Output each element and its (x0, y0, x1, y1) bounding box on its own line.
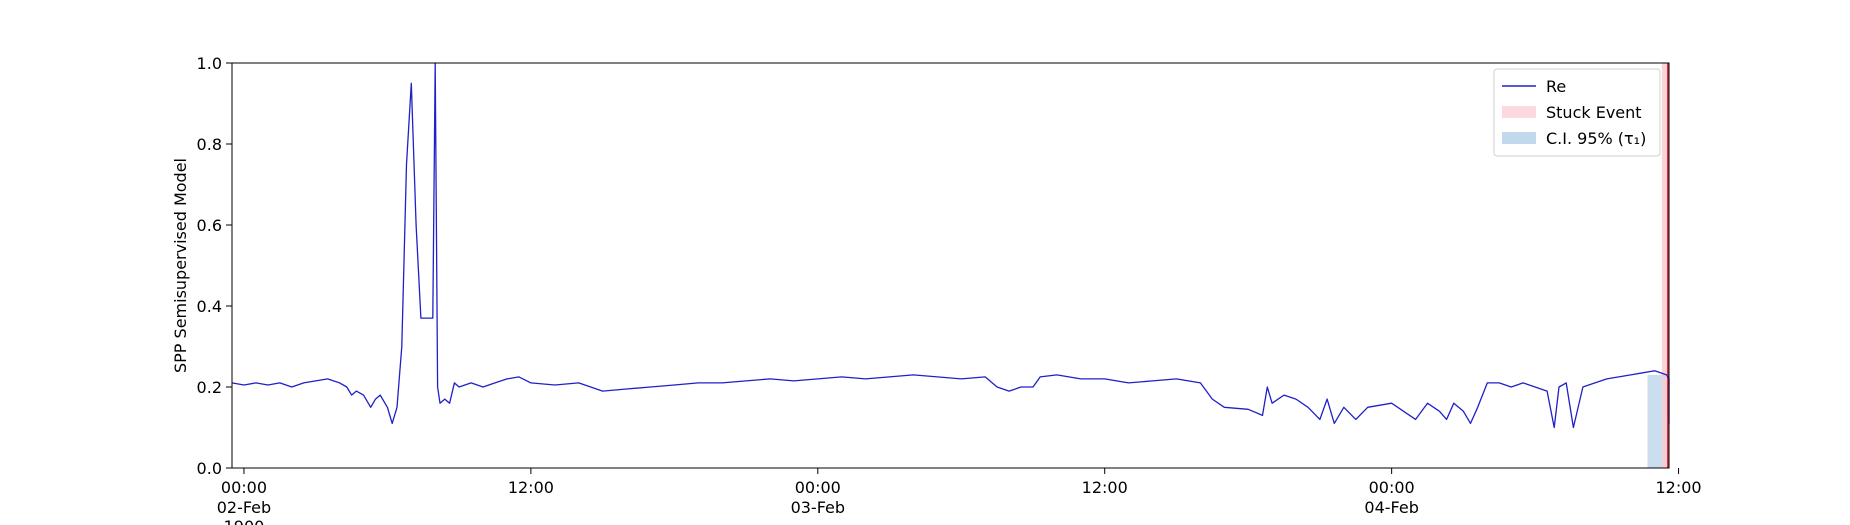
x-tick-label: 12:00 (508, 478, 554, 497)
y-axis-label: SPP Semisupervised Model (171, 158, 190, 373)
legend-swatch-patch (1502, 132, 1536, 144)
x-tick-date-label: 03-Feb (791, 498, 845, 517)
x-tick-date-label: 02-Feb (217, 498, 271, 517)
x-tick-label: 00:00 (795, 478, 841, 497)
x-tick-label: 12:00 (1082, 478, 1128, 497)
plot-frame (231, 62, 1670, 469)
series-line-0 (231, 62, 1670, 429)
y-tick-label: 0.4 (197, 297, 222, 316)
x-tick-date-label: 04-Feb (1364, 498, 1418, 517)
x-tick-label: 12:00 (1656, 478, 1702, 497)
legend-label: C.I. 95% (τ₁) (1546, 129, 1646, 148)
legend-label: Stuck Event (1546, 103, 1642, 122)
legend-swatch-patch (1502, 106, 1536, 118)
y-tick-label: 0.8 (197, 135, 222, 154)
y-axis: 0.0 0.2 0.4 0.6 0.8 1.0 (197, 54, 232, 478)
y-tick-label: 0.0 (197, 459, 222, 478)
stuck-event-band (1661, 63, 1669, 468)
x-tick-year-label: 1900 (224, 517, 265, 525)
series-layer (231, 62, 1670, 429)
legend: Re Stuck Event C.I. 95% (τ₁) (1493, 68, 1661, 157)
y-tick-label: 0.6 (197, 216, 222, 235)
stuck-event-layer (1661, 63, 1669, 468)
x-tick-label: 00:00 (221, 478, 267, 497)
x-axis: 00:0002-Feb190012:0000:0003-Feb12:0000:0… (217, 468, 1702, 525)
y-tick-label: 1.0 (197, 54, 222, 73)
legend-label: Re (1546, 77, 1566, 96)
y-tick-label: 0.2 (197, 378, 222, 397)
x-tick-label: 00:00 (1369, 478, 1415, 497)
